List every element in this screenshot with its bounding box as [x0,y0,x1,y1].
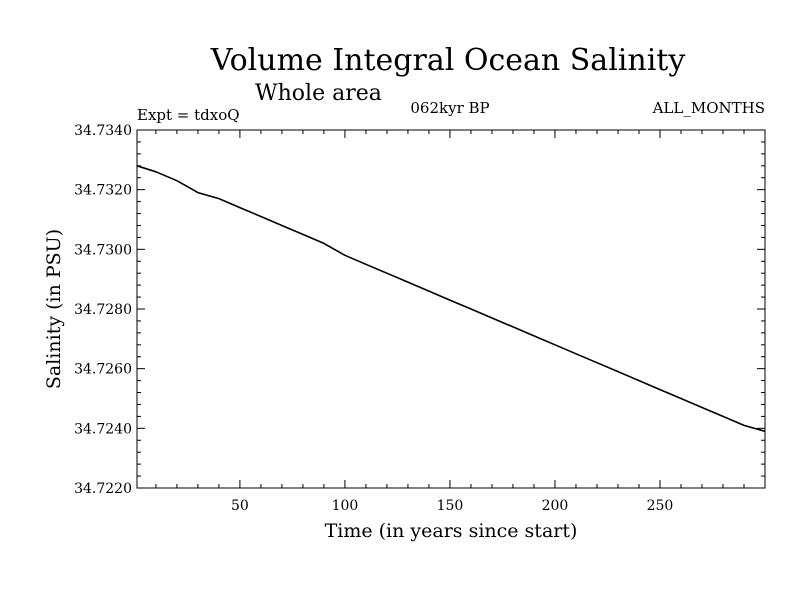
period-label: 062kyr BP [410,99,489,117]
y-tick-label: 34.7280 [74,302,132,318]
experiment-label: Expt = tdxoQ [137,106,240,124]
y-tick-label: 34.7240 [74,421,132,437]
plot-frame [136,129,766,489]
months-label: ALL_MONTHS [652,99,765,117]
x-tick-label: 200 [542,498,569,514]
salinity-series-line [136,165,766,433]
x-tick-label: 50 [231,498,249,514]
chart-title: Volume Integral Ocean Salinity [210,43,686,78]
y-axis-label: Salinity (in PSU) [43,229,65,389]
x-axis-ticks: 50 100 150 200 250 [155,130,745,514]
series-layer [136,165,766,433]
y-tick-label: 34.7300 [74,242,132,258]
chart-subtitle: Whole area [255,81,382,106]
y-tick-label: 34.7320 [74,183,132,199]
x-tick-label: 250 [647,498,674,514]
x-tick-label: 100 [332,498,359,514]
y-tick-label: 34.7220 [74,481,132,497]
x-axis-label: Time (in years since start) [325,520,578,542]
y-tick-label: 34.7340 [74,123,132,139]
y-axis-ticks: 34.7220 34.7240 34.7260 34.7280 34.7300 34.73… [74,123,765,497]
x-tick-label: 150 [437,498,464,514]
y-tick-label: 34.7260 [74,362,132,378]
